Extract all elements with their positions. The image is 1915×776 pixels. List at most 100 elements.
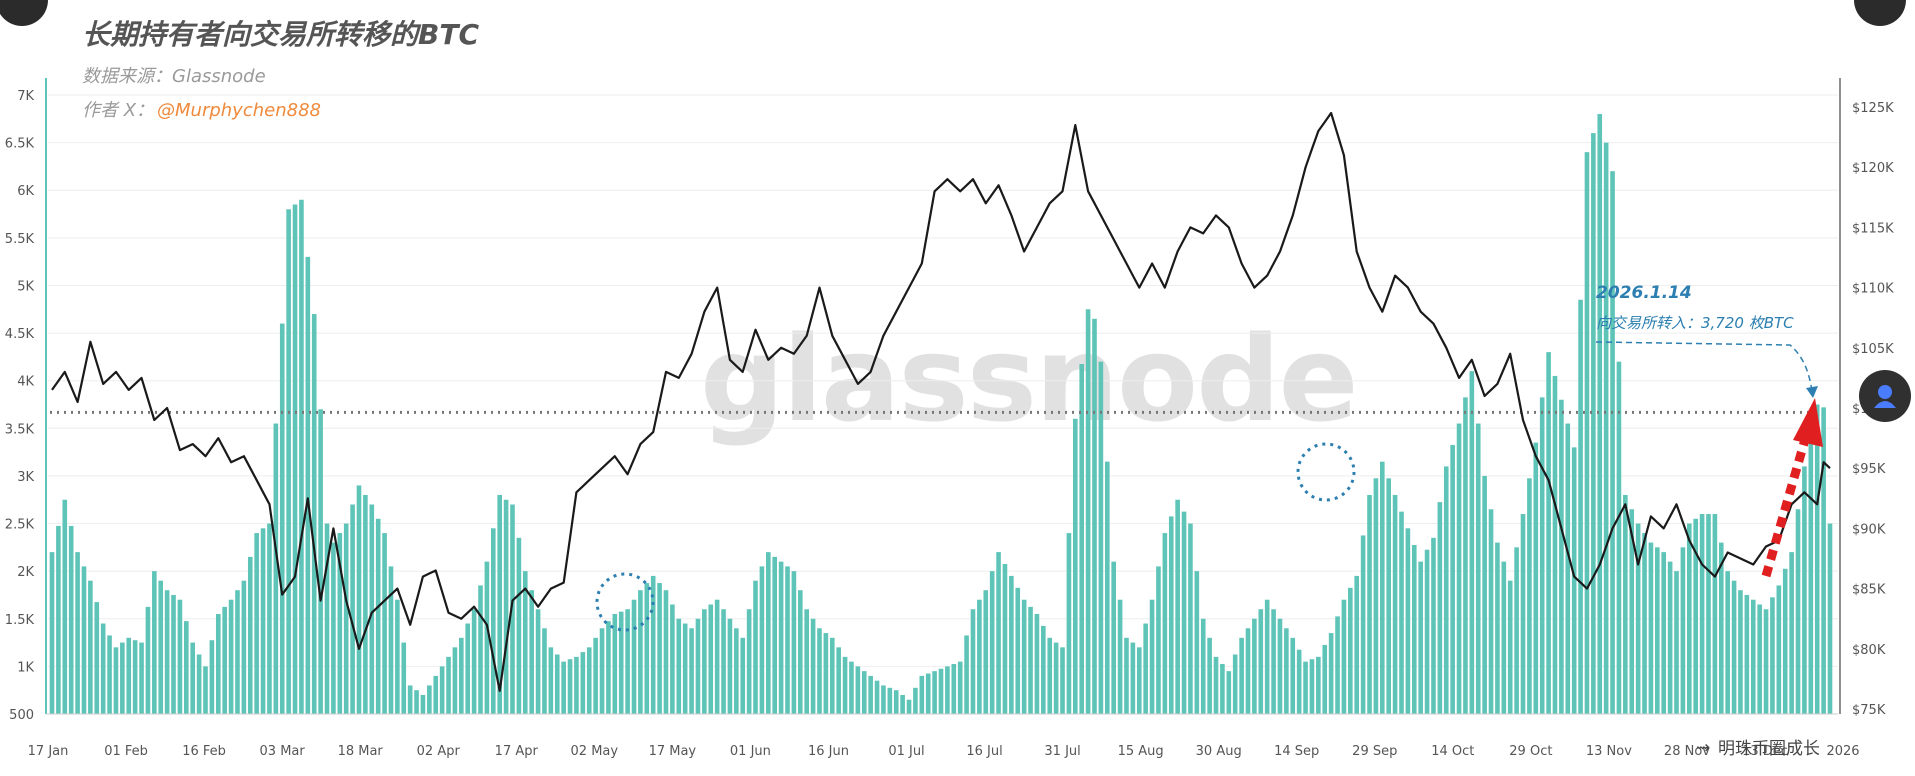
bar: [1354, 575, 1360, 714]
bar: [1827, 523, 1833, 714]
bar: [164, 590, 170, 714]
bar: [1411, 544, 1417, 714]
bar: [734, 628, 739, 714]
bar: [1309, 659, 1315, 714]
top-right-button-icon[interactable]: [1854, 0, 1906, 26]
bar: [1335, 616, 1340, 714]
bar: [209, 640, 215, 714]
top-left-button-icon[interactable]: [0, 0, 48, 26]
x-tick-label: 16 Jul: [966, 744, 1002, 759]
bar: [1405, 528, 1411, 714]
bar: [785, 566, 790, 714]
bar: [810, 618, 816, 714]
bar: [932, 671, 937, 714]
y-left-tick-label: 3.5K: [5, 422, 35, 437]
bar: [433, 675, 439, 714]
bar: [989, 571, 995, 714]
bar: [1661, 552, 1667, 714]
bar: [305, 256, 311, 714]
bar: [881, 685, 886, 714]
bar: [612, 614, 618, 714]
bar: [228, 599, 234, 714]
bar: [599, 628, 605, 714]
bar: [561, 661, 566, 714]
bar: [81, 566, 87, 714]
y-right-tick-label: $75K: [1852, 703, 1886, 718]
bar: [1565, 423, 1571, 714]
bar: [1648, 542, 1654, 714]
bar: [868, 675, 873, 714]
bar: [1507, 580, 1513, 714]
bar: [68, 525, 74, 714]
bar: [1252, 618, 1257, 714]
bar: [292, 204, 298, 714]
bar: [1124, 637, 1129, 714]
bar: [638, 590, 643, 714]
y-left-tick-label: 1.5K: [5, 613, 35, 628]
bar: [1667, 561, 1673, 714]
bar: [235, 590, 240, 714]
bar: [1207, 637, 1212, 714]
bar: [842, 656, 848, 714]
glassnode-watermark: glassnode: [700, 310, 1357, 448]
x-tick-label: 02 Apr: [417, 744, 461, 759]
bar: [1002, 564, 1008, 714]
bar: [356, 485, 362, 714]
y-left-tick-label: 2K: [17, 565, 34, 580]
y-right-tick-label: $80K: [1852, 643, 1886, 658]
bar: [893, 690, 899, 714]
bar: [1047, 637, 1053, 714]
x-tick-label: 16 Jun: [808, 744, 849, 759]
x-tick-label: 16 Feb: [182, 744, 226, 759]
bar: [618, 611, 624, 714]
bar: [337, 533, 343, 714]
bar: [1073, 418, 1078, 714]
bar: [1392, 494, 1398, 714]
bar: [804, 609, 809, 714]
bar: [1693, 518, 1698, 714]
bar: [1776, 585, 1782, 714]
bar: [631, 599, 637, 714]
bar: [772, 556, 778, 714]
y-left-tick-label: 1K: [17, 660, 34, 675]
bar: [62, 499, 68, 714]
bar: [567, 659, 573, 714]
bar: [1162, 533, 1168, 714]
bar: [676, 618, 682, 714]
bar: [1258, 609, 1264, 714]
bar: [1731, 580, 1737, 714]
bar: [1552, 375, 1558, 714]
bar: [1220, 664, 1225, 714]
bar: [702, 609, 707, 714]
corner-badge: 明珠币圈成长: [1718, 739, 1820, 759]
bar: [484, 561, 490, 714]
x-tick-label: 15 Aug: [1118, 744, 1164, 759]
bar: [964, 635, 969, 714]
bar: [1571, 447, 1577, 714]
bar: [1226, 671, 1232, 714]
bar: [56, 525, 61, 714]
bar: [203, 666, 208, 714]
bar: [1130, 642, 1136, 714]
user-icon: [1878, 385, 1892, 399]
bar: [1348, 587, 1353, 714]
bar: [139, 642, 144, 714]
bar: [1750, 599, 1756, 714]
bar: [113, 647, 119, 714]
bar: [1578, 299, 1583, 714]
bar: [1175, 499, 1180, 714]
bar: [759, 566, 765, 714]
chart-source: 数据来源：Glassnode: [82, 66, 266, 87]
bar: [740, 637, 746, 714]
bar: [1104, 461, 1110, 714]
bar: [1168, 516, 1174, 714]
bar: [606, 621, 611, 714]
bar: [1367, 494, 1372, 714]
bar: [1808, 435, 1814, 714]
bar: [1399, 511, 1404, 714]
bar: [554, 654, 560, 714]
bar: [414, 690, 419, 714]
bar: [1373, 478, 1379, 714]
bar: [951, 664, 957, 714]
bar: [1322, 644, 1328, 714]
